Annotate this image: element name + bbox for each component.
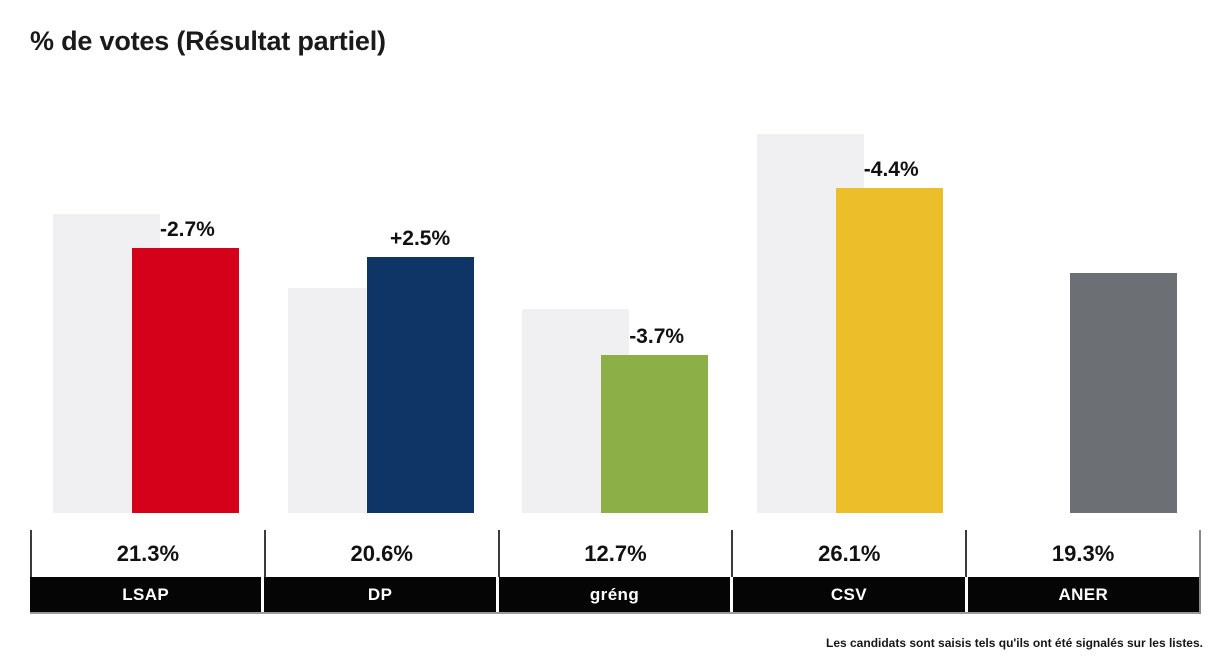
- delta-label: -2.7%: [160, 217, 215, 241]
- party-cell-DP: DP: [261, 577, 496, 612]
- current-bar: [601, 355, 709, 513]
- percent-cell-gréng: 12.7%: [497, 530, 732, 577]
- footnote: Les candidats sont saisis tels qu'ils on…: [826, 636, 1203, 650]
- chart-title: % de votes (Résultat partiel): [30, 26, 386, 56]
- bar-group-CSV: -4.4%: [734, 0, 969, 513]
- delta-label: -3.7%: [629, 324, 685, 348]
- percent-row: 21.3% 20.6% 12.7% 26.1% 19.3%: [30, 530, 1199, 577]
- party-row: LSAP DP gréng CSV ANER: [30, 577, 1200, 614]
- percent-cell-DP: 20.6%: [263, 530, 498, 577]
- bar-group-LSAP: -2.7%: [30, 0, 265, 513]
- delta-label: +2.5%: [390, 226, 451, 250]
- percent-cell-CSV: 26.1%: [731, 530, 966, 577]
- bar-group-gréng: -3.7%: [499, 0, 734, 513]
- bar-group-DP: +2.5%: [265, 0, 500, 513]
- current-bar: [132, 248, 239, 513]
- current-bar: [1070, 272, 1178, 513]
- results-table: 21.3% 20.6% 12.7% 26.1% 19.3% LSAP DP gréng CSV…: [30, 530, 1201, 614]
- bar-group-ANER: [968, 0, 1203, 513]
- bar-plot: -2.7% +2.5% -3.7% -4.4%: [30, 0, 1203, 513]
- percent-cell-ANER: 19.3%: [965, 530, 1199, 577]
- current-bar: [835, 188, 943, 513]
- party-cell-ANER: ANER: [964, 577, 1200, 612]
- party-cell-CSV: CSV: [730, 577, 965, 612]
- party-cell-LSAP: LSAP: [30, 577, 262, 612]
- party-cell-gréng: gréng: [495, 577, 731, 612]
- delta-label: -4.4%: [863, 158, 919, 182]
- percent-cell-LSAP: 21.3%: [30, 530, 264, 577]
- current-bar: [366, 256, 474, 513]
